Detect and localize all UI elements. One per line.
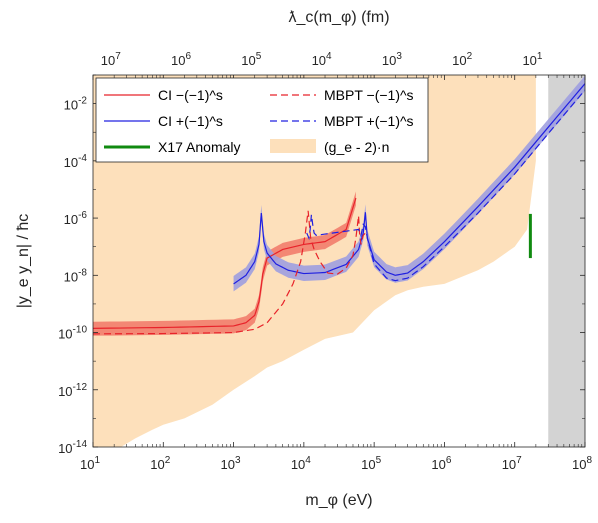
top-x-tick-label: 105 bbox=[241, 51, 261, 68]
x-tick-label: 101 bbox=[80, 455, 100, 472]
legend-label-ci_plus: CI +(−1)^s bbox=[158, 113, 223, 129]
ci-minus-line bbox=[93, 197, 357, 329]
top-x-tick-label: 101 bbox=[522, 51, 542, 68]
axes-frame bbox=[92, 74, 586, 448]
y-tick-label: 10-10 bbox=[58, 325, 87, 342]
x-tick-label: 105 bbox=[361, 455, 381, 472]
top-x-tick-label: 102 bbox=[452, 51, 472, 68]
top-x-tick-label: 104 bbox=[312, 51, 332, 68]
y-tick-label: 10-14 bbox=[58, 439, 87, 456]
top-x-tick-label: 106 bbox=[171, 51, 191, 68]
x-tick-label: 102 bbox=[150, 455, 170, 472]
x-tick-label: 106 bbox=[431, 455, 451, 472]
y-axis-title: |y_e y_n| / ħc bbox=[15, 214, 32, 309]
y-tick-label: 10-4 bbox=[64, 153, 88, 170]
y-tick-label: 10-12 bbox=[58, 382, 87, 399]
legend-box bbox=[95, 77, 429, 163]
legend-label-ge2: (g_e - 2)·n bbox=[324, 139, 389, 155]
excluded-region-gray bbox=[548, 75, 585, 447]
y-tick-label: 10-8 bbox=[64, 267, 88, 284]
x-axis-title: m_φ (eV) bbox=[305, 492, 372, 509]
x-tick-label: 103 bbox=[221, 455, 241, 472]
mbpt-plus-line bbox=[306, 89, 585, 282]
y-tick-label: 10-6 bbox=[64, 210, 88, 227]
y-tick-label: 10-2 bbox=[64, 96, 88, 113]
legend-label-ci_minus: CI −(−1)^s bbox=[158, 87, 223, 103]
legend-swatch-ge2 bbox=[270, 139, 316, 153]
legend-label-mbpt_plus: MBPT +(−1)^s bbox=[324, 113, 414, 129]
x-tick-label: 108 bbox=[572, 455, 592, 472]
ge2-excluded-area bbox=[93, 75, 536, 447]
x-tick-label: 104 bbox=[291, 455, 311, 472]
top-x-tick-label: 107 bbox=[101, 51, 121, 68]
top-x-tick-label: 103 bbox=[382, 51, 402, 68]
legend-label-mbpt_minus: MBPT −(−1)^s bbox=[324, 87, 414, 103]
x-tick-label: 107 bbox=[502, 455, 522, 472]
top-x-axis-title: ƛ_c(m_φ) (fm) bbox=[288, 9, 389, 26]
legend-label-x17: X17 Anomaly bbox=[158, 139, 241, 155]
mbpt-minus-line bbox=[93, 210, 366, 335]
